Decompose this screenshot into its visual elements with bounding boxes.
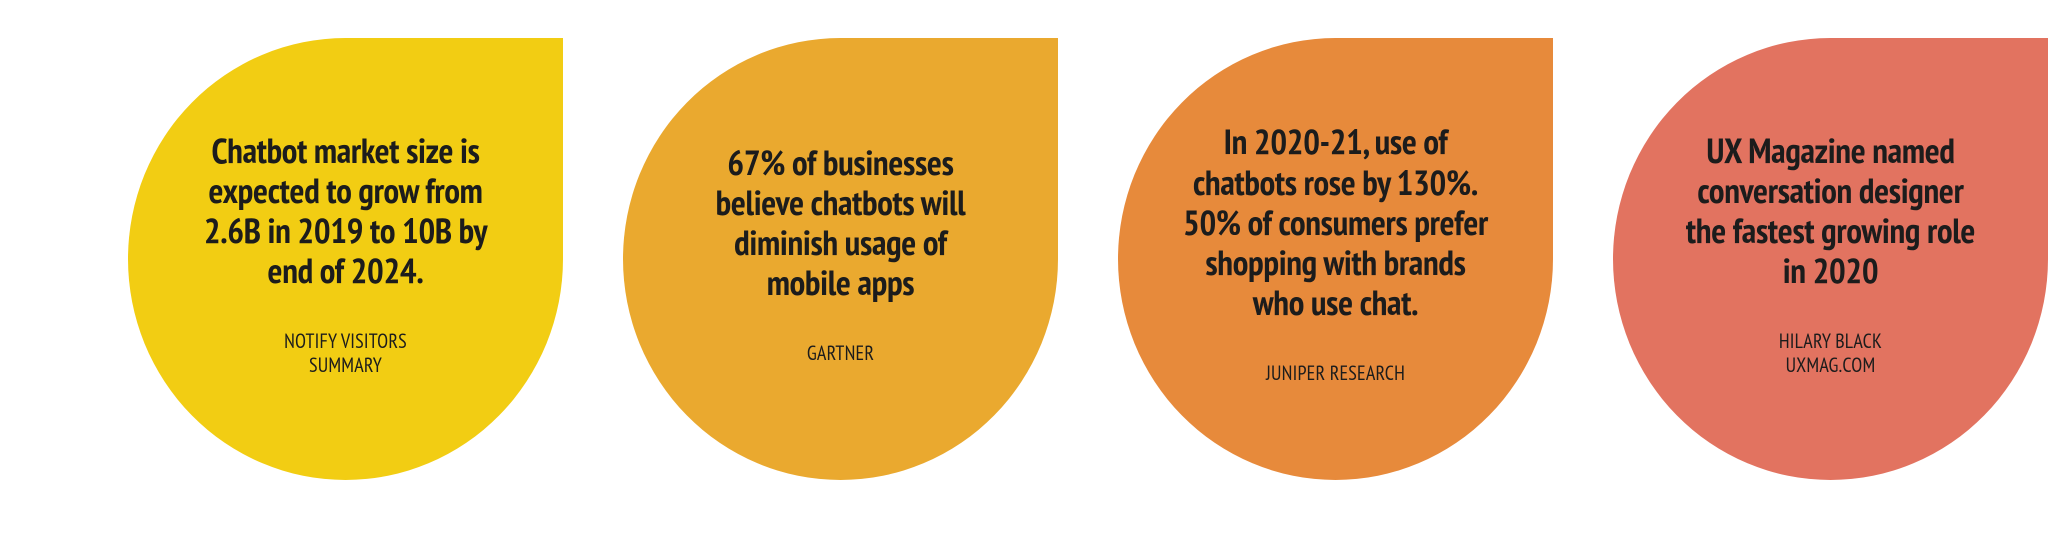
stat-text: 67% of businesses believe chatbots will …: [716, 142, 966, 303]
stat-source: NOTIFY VISITORS SUMMARY: [284, 329, 407, 377]
infographic-row: Chatbot market size is expected to grow …: [0, 0, 2048, 554]
stat-source: GARTNER: [807, 341, 874, 365]
stat-source: JUNIPER RESEARCH: [1266, 361, 1405, 385]
stat-text: In 2020-21, use of chatbots rose by 130%…: [1183, 121, 1488, 322]
stat-source: HILARY BLACK UXMAG.COM: [1779, 329, 1882, 377]
stat-text: UX Magazine named conversation designer …: [1686, 130, 1975, 291]
stat-card-3: UX Magazine named conversation designer …: [1613, 38, 2048, 480]
stat-card-1: 67% of businesses believe chatbots will …: [623, 38, 1058, 480]
stat-card-2: In 2020-21, use of chatbots rose by 130%…: [1118, 38, 1553, 480]
stat-text: Chatbot market size is expected to grow …: [204, 130, 487, 291]
stat-card-0: Chatbot market size is expected to grow …: [128, 38, 563, 480]
